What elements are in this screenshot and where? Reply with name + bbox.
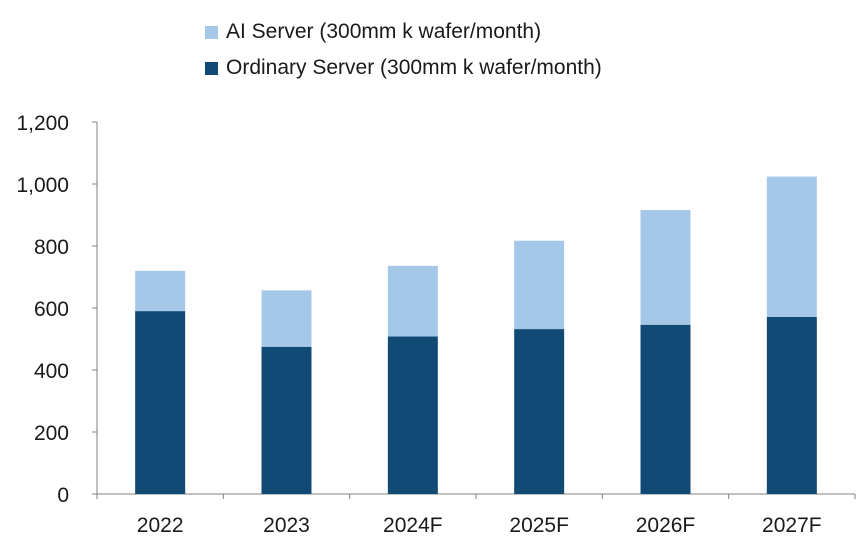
y-tick-label: 1,200 xyxy=(16,112,69,135)
x-tick-label: 2026F xyxy=(636,514,696,537)
bar-ordinary-server xyxy=(514,329,565,494)
bar-ai-server xyxy=(514,240,565,330)
bar-ordinary-server xyxy=(640,324,691,494)
legend-label-ai-server: AI Server (300mm k wafer/month) xyxy=(226,20,542,43)
legend-item-ai-server: AI Server (300mm k wafer/month) xyxy=(205,14,602,50)
legend-label-ordinary-server: Ordinary Server (300mm k wafer/month) xyxy=(226,56,602,79)
y-tick-label: 800 xyxy=(34,236,69,259)
bar-ai-server xyxy=(766,176,817,317)
bar-ai-server xyxy=(261,290,312,347)
x-tick-label: 2022 xyxy=(137,514,184,537)
legend-swatch-ai-server xyxy=(205,25,218,39)
y-tick-label: 1,000 xyxy=(16,174,69,197)
bar-ai-server xyxy=(640,210,691,325)
bar-ordinary-server xyxy=(766,316,817,494)
y-tick-label: 200 xyxy=(34,422,69,445)
x-tick-label: 2027F xyxy=(762,514,822,537)
bar-ordinary-server xyxy=(387,336,438,494)
x-axis: 2022 2023 2024F 2025F 2026F 2027F xyxy=(96,493,856,537)
bar-ordinary-server xyxy=(261,346,312,494)
y-tick-label: 0 xyxy=(57,484,69,507)
bar-ai-server xyxy=(135,270,186,312)
legend-item-ordinary-server: Ordinary Server (300mm k wafer/month) xyxy=(205,50,602,86)
bars xyxy=(135,176,817,494)
legend-swatch-ordinary-server xyxy=(205,61,218,75)
y-tick-label: 600 xyxy=(34,298,69,321)
bar-ordinary-server xyxy=(135,311,186,494)
x-tick-label: 2025F xyxy=(509,514,569,537)
y-axis: 0 200 400 600 800 1,000 1,200 xyxy=(16,112,98,507)
y-tick-label: 400 xyxy=(34,360,69,383)
bar-ai-server xyxy=(387,265,438,337)
x-tick-label: 2023 xyxy=(263,514,310,537)
chart-legend: AI Server (300mm k wafer/month) Ordinary… xyxy=(205,14,602,86)
x-tick-label: 2024F xyxy=(383,514,443,537)
